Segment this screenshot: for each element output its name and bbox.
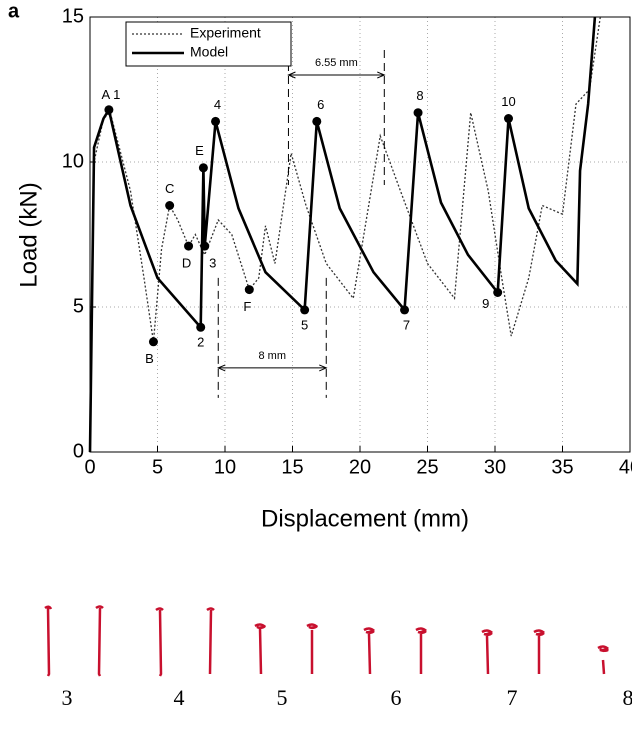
y-tick-label: 10 bbox=[62, 150, 84, 172]
y-axis-label: Load (kN) bbox=[15, 182, 42, 287]
marker-label: C bbox=[165, 181, 174, 196]
stage-label: 5 bbox=[277, 685, 288, 710]
stage-label: 3 bbox=[62, 685, 73, 710]
marker-label: A 1 bbox=[102, 87, 121, 102]
marker bbox=[104, 105, 114, 115]
marker bbox=[504, 114, 513, 123]
wire bbox=[254, 623, 267, 675]
marker bbox=[200, 241, 210, 251]
marker-label: 7 bbox=[403, 317, 410, 332]
x-tick-label: 5 bbox=[152, 456, 163, 478]
marker-label: 2 bbox=[197, 335, 204, 350]
marker bbox=[148, 337, 158, 347]
marker bbox=[244, 285, 254, 295]
wire bbox=[533, 629, 546, 674]
marker bbox=[312, 116, 322, 126]
x-tick-label: 25 bbox=[416, 456, 438, 478]
marker-label: 10 bbox=[501, 94, 515, 109]
x-tick-label: 30 bbox=[484, 456, 506, 478]
marker-label: 8 bbox=[416, 88, 423, 103]
marker-label: D bbox=[182, 256, 191, 271]
stage-label: 4 bbox=[174, 685, 185, 710]
wire-images bbox=[44, 605, 610, 677]
legend-label: Model bbox=[190, 44, 228, 60]
wire bbox=[44, 605, 53, 677]
marker bbox=[493, 288, 503, 297]
marker-label: 4 bbox=[214, 97, 221, 112]
stage-label: 6 bbox=[391, 685, 402, 710]
wire bbox=[597, 645, 610, 675]
marker bbox=[198, 163, 208, 173]
wire bbox=[95, 605, 104, 677]
marker bbox=[400, 305, 410, 315]
x-tick-label: 20 bbox=[349, 456, 371, 478]
legend: Experiment Model bbox=[125, 21, 292, 67]
marker-label: B bbox=[145, 351, 154, 366]
annotation-label: 8 mm bbox=[259, 350, 287, 362]
y-tick-label: 5 bbox=[73, 295, 84, 317]
marker-label: F bbox=[243, 299, 251, 314]
plot-frame bbox=[89, 16, 631, 453]
x-tick-label: 40 bbox=[619, 456, 632, 478]
x-tick-label: 10 bbox=[214, 456, 236, 478]
marker bbox=[300, 305, 310, 315]
series-line bbox=[88, 16, 597, 453]
arrow-head bbox=[287, 71, 386, 79]
wire bbox=[206, 607, 215, 675]
marker bbox=[211, 116, 221, 126]
stage-label: 8 bbox=[623, 685, 632, 710]
wire bbox=[306, 623, 319, 674]
x-tick-label: 0 bbox=[84, 456, 95, 478]
marker bbox=[184, 241, 194, 251]
wire bbox=[363, 627, 376, 675]
marker bbox=[165, 201, 175, 210]
wire bbox=[415, 627, 428, 674]
y-tick-label: 15 bbox=[62, 5, 84, 27]
marker bbox=[413, 108, 423, 118]
y-tick-label: 0 bbox=[73, 440, 84, 462]
annotation-label: 6.55 mm bbox=[315, 57, 358, 69]
legend-label: Experiment bbox=[190, 25, 261, 41]
series-line bbox=[89, 16, 601, 453]
x-axis-label: Displacement (mm) bbox=[261, 505, 469, 532]
wire bbox=[481, 629, 494, 675]
marker-label: 6 bbox=[317, 97, 324, 112]
marker-label: 9 bbox=[482, 296, 489, 311]
marker-label: 3 bbox=[209, 256, 216, 271]
stage-label: 7 bbox=[507, 685, 518, 710]
x-tick-label: 35 bbox=[551, 456, 573, 478]
x-tick-label: 15 bbox=[281, 456, 303, 478]
panel-label: a bbox=[8, 0, 20, 22]
wire bbox=[155, 607, 164, 677]
marker bbox=[196, 322, 206, 332]
legend-box bbox=[125, 21, 292, 67]
marker-label: E bbox=[195, 143, 204, 158]
marker-label: 5 bbox=[301, 317, 308, 332]
arrow-head bbox=[216, 364, 328, 372]
